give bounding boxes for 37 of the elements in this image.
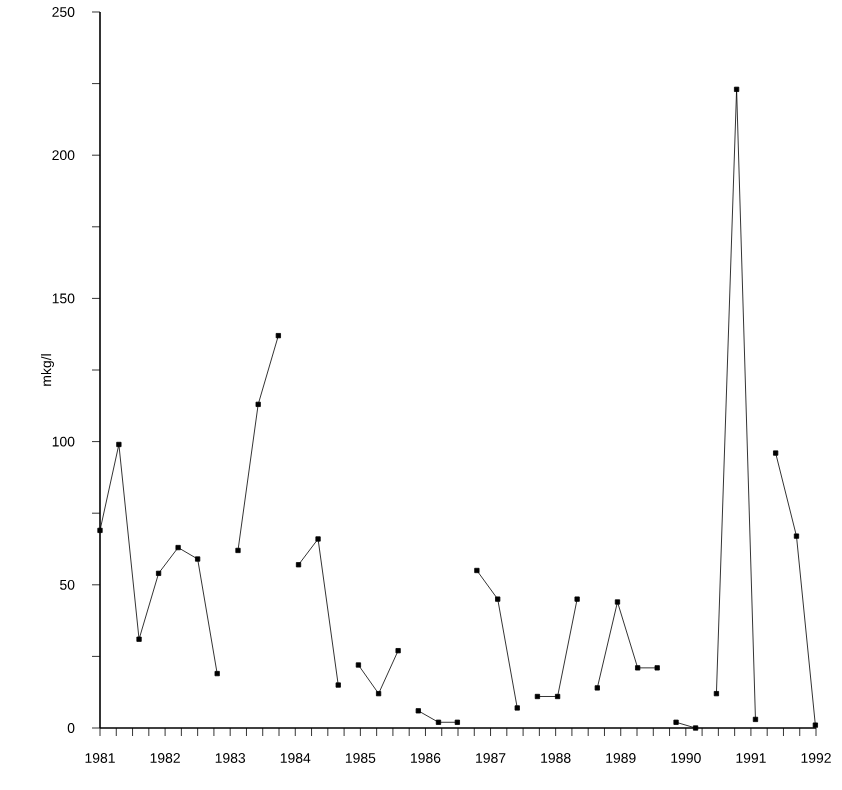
- point: [255, 401, 261, 407]
- point: [295, 562, 302, 568]
- point: [812, 722, 818, 728]
- point: [136, 636, 142, 642]
- point: [752, 716, 759, 723]
- point: [793, 533, 800, 539]
- point: [97, 527, 103, 533]
- point: [315, 536, 321, 542]
- point: [155, 570, 162, 576]
- point: [235, 547, 241, 554]
- point: [116, 441, 122, 448]
- point: [175, 544, 181, 551]
- point: [692, 725, 699, 731]
- point: [214, 670, 220, 677]
- point: [195, 556, 201, 562]
- point: [454, 719, 460, 725]
- point: [654, 665, 660, 671]
- point: [395, 648, 401, 654]
- point: [514, 705, 520, 711]
- point: [554, 693, 561, 700]
- point: [335, 682, 341, 688]
- point: [614, 599, 621, 605]
- point: [673, 719, 679, 725]
- point: [534, 693, 541, 700]
- point: [355, 662, 362, 668]
- point: [773, 450, 779, 456]
- point: [495, 596, 501, 602]
- point: [435, 719, 442, 725]
- point: [474, 567, 480, 574]
- point: [415, 708, 421, 714]
- point: [574, 596, 580, 602]
- point: [734, 86, 740, 92]
- point: [635, 665, 641, 671]
- point: [594, 685, 600, 691]
- point: [713, 691, 720, 697]
- point: [375, 691, 382, 697]
- point: [275, 333, 281, 339]
